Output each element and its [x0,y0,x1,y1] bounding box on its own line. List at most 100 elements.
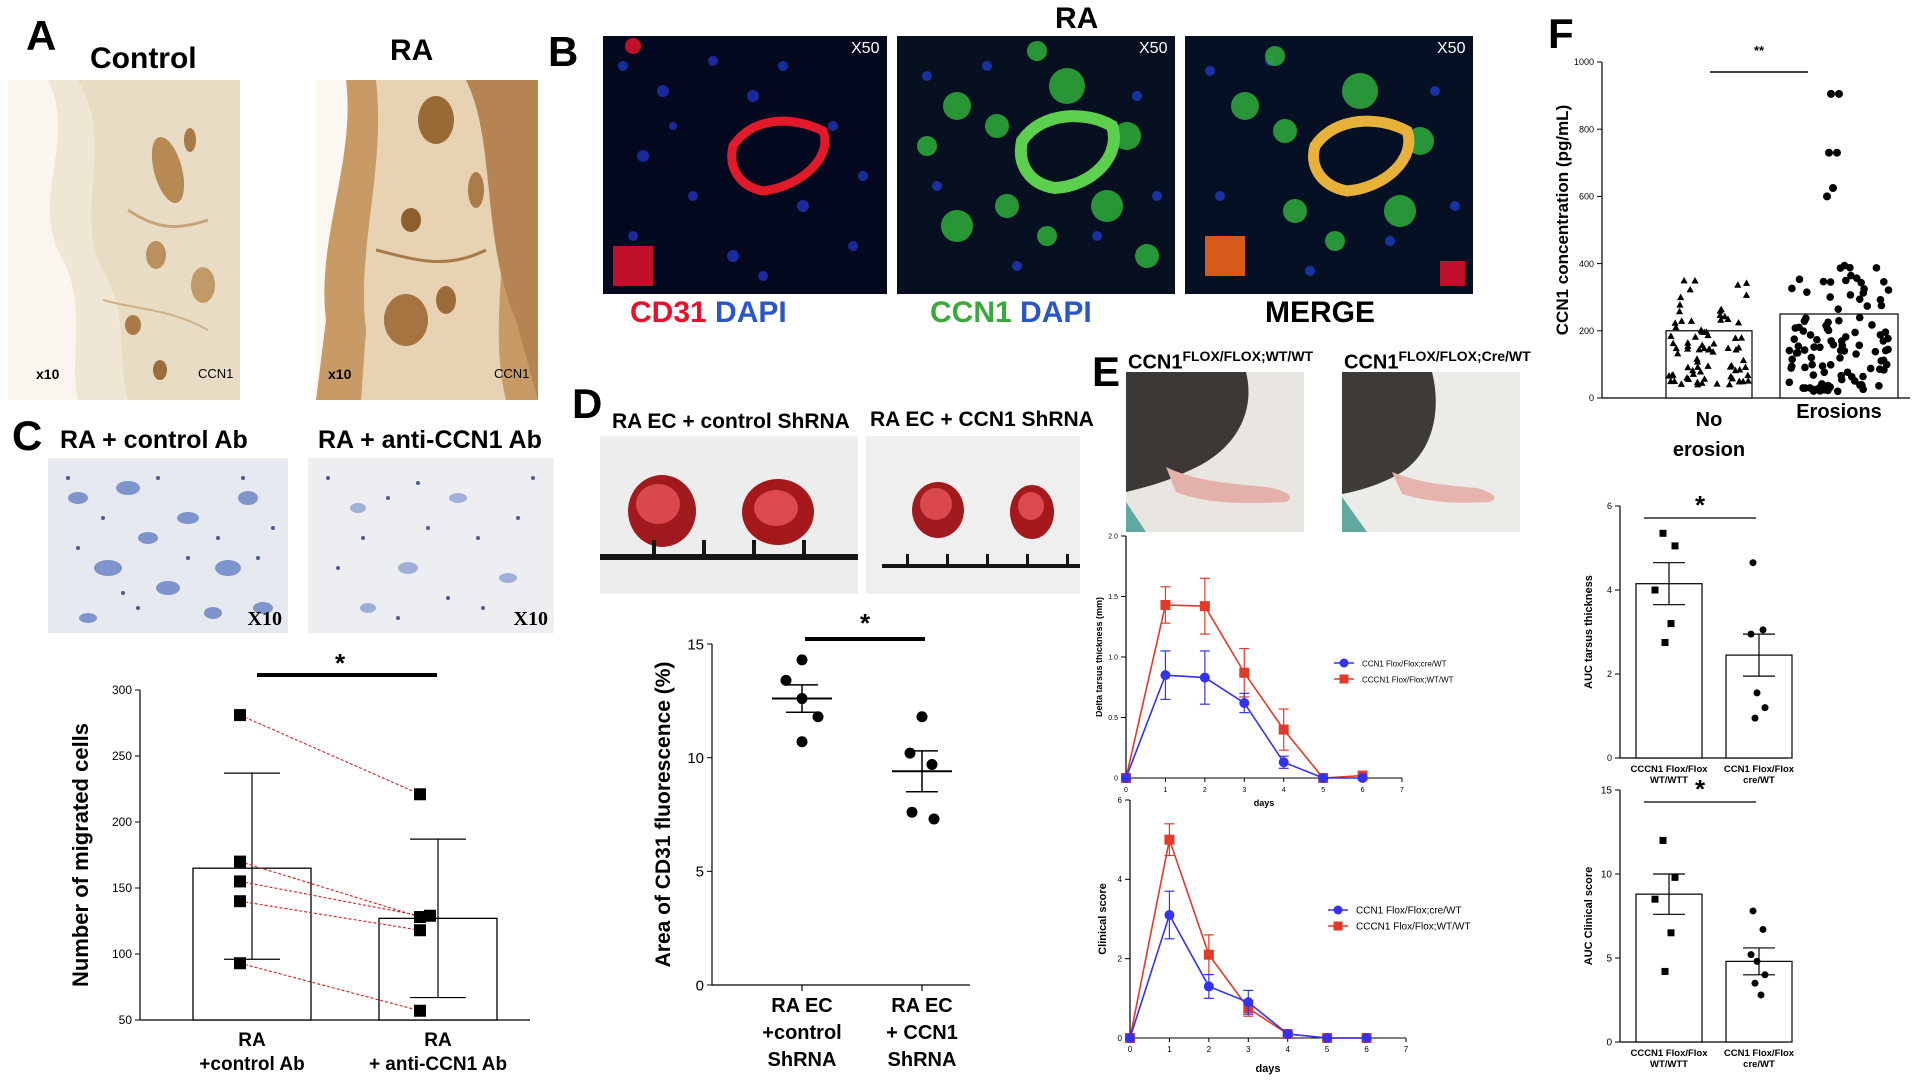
panel-e-right-gene: CCN1 [1344,351,1399,374]
f1-point-no-erosion [1676,301,1684,308]
e2-y-axis-tick-label: 6 [1118,796,1123,805]
c-point-control [234,875,246,888]
c-y-axis-tick-label: 300 [112,683,132,697]
f1-point-no-erosion [1724,344,1732,352]
f3-point [1659,836,1667,844]
c-y-axis-tick-label: 150 [112,881,132,895]
e2-point [1125,1033,1135,1043]
f1-point-no-erosion [1671,319,1679,326]
f1-point-no-erosion [1726,363,1734,370]
f1-point-no-erosion [1677,380,1685,387]
f1-point-erosions [1795,275,1804,284]
c-pair-line [239,962,421,1012]
f1-point-no-erosion [1693,355,1701,362]
panel-e-cre-paw-image [1342,372,1520,532]
e1-x-tick-label: 0 [1124,787,1128,794]
panel-d-ccn1-image [866,436,1080,594]
f1-point-no-erosion [1665,372,1673,379]
e2-y-axis-tick-label: 2 [1118,954,1123,963]
e1-y-axis-tick-label: 0.5 [1108,715,1118,722]
f1-point-no-erosion [1669,339,1677,347]
f1-point-no-erosion [1698,341,1706,348]
panel-b-ccn1-mag: X50 [1139,40,1168,57]
d-point [796,654,808,666]
panel-b-title: RA [1055,2,1099,35]
f3-point [1651,895,1659,903]
caption-ccn1: CCN1 [930,296,1012,329]
e2-x-tick-label: 0 [1128,1045,1133,1054]
f1-point-no-erosion [1677,293,1685,301]
f1-point-erosions [1847,271,1855,280]
d-point [796,736,808,748]
f1-point-no-erosion [1687,317,1696,324]
f3-category-label: CCN1 Flox/Flox cre/WT [1724,1048,1795,1070]
f1-point-erosions [1820,368,1829,377]
panel-b-cd31-mag: X50 [851,40,880,57]
c-significance-mark: * [335,648,346,678]
f1-point-erosions [1880,366,1888,374]
c-y-axis-label: Number of migrated cells [68,723,93,987]
f1-y-axis-tick-label: 200 [1579,326,1594,336]
e2-x-tick-label: 2 [1207,1045,1212,1054]
f3-point [1753,957,1761,965]
e1-legend-marker [1339,658,1349,668]
f1-point-erosions [1872,264,1881,272]
f1-point-erosions [1868,321,1876,329]
panel-b-caption-2: CCN1 DAPI [930,296,1092,330]
f1-point-erosions [1884,345,1892,354]
f1-point-erosions [1826,293,1835,301]
e1-x-tick-label: 6 [1361,787,1365,794]
panel-d-control-image [600,436,858,594]
f1-outlier [1829,184,1837,192]
e2-legend-label: CCN1 Flox/Flox;cre/WT [1356,906,1462,917]
f1-point-erosions [1806,331,1815,339]
f1-point-no-erosion [1689,370,1697,377]
e1-point [1239,697,1250,708]
f2-point [1749,559,1757,567]
e1-x-tick-label: 5 [1321,787,1325,794]
e2-series-line [1129,913,1367,1039]
e1-x-tick-label: 7 [1400,787,1404,794]
chart-f-auc-tarsus: 0 2 4 6 AUC tarsus thickness CCCN1 Flox/Flox W… [1583,490,1795,786]
d-y-axis-tick-label: 10 [687,750,704,767]
d-point [928,813,940,825]
d-point [916,711,928,723]
e2-point [1164,834,1175,845]
d-y-axis-label: Area of CD31 fluorescence (%) [652,662,675,968]
f1-point-no-erosion [1691,333,1700,340]
f1-outlier [1833,148,1841,157]
f1-y-axis-tick-label: 400 [1579,259,1594,269]
f1-point-no-erosion [1672,344,1680,352]
f1-point-erosions [1836,346,1845,355]
caption-dapi-2: DAPI [1020,296,1092,329]
e1-point [1318,773,1329,783]
e1-point [1278,757,1289,768]
d-significance-mark: * [860,608,871,638]
e2-point [1322,1033,1333,1043]
f1-outlier [1823,192,1831,201]
f1-point-erosions [1785,346,1794,355]
f2-point [1651,586,1659,594]
e2-legend-marker [1333,905,1343,915]
f3-bar [1635,893,1703,1043]
f1-y-axis-tick-label: 0 [1589,393,1594,403]
f1-point-no-erosion [1739,356,1748,364]
e1-x-tick-label: 3 [1242,787,1246,794]
f2-y-axis-label: AUC tarsus thickness [1583,575,1595,689]
f1-point-erosions [1879,278,1888,286]
panel-b-ccn1-image: X50 [897,36,1175,294]
f1-point-no-erosion [1691,276,1699,284]
f1-point-no-erosion [1672,323,1680,331]
panel-c-left-title: RA + control Ab [60,426,248,454]
c-point-control [234,957,246,970]
panel-e-left-gene: CCN1 [1128,351,1183,374]
f3-point [1671,873,1679,881]
d-category-label: RA EC +control ShRNA [762,995,841,1071]
f1-point-erosions [1842,276,1850,285]
panel-d-left-title: RA EC + control ShRNA [612,410,850,433]
f1-point-erosions [1877,357,1886,365]
f1-point-erosions [1819,277,1828,286]
f2-point [1753,689,1761,697]
f1-point-no-erosion [1680,276,1688,284]
e1-point [1160,599,1171,610]
